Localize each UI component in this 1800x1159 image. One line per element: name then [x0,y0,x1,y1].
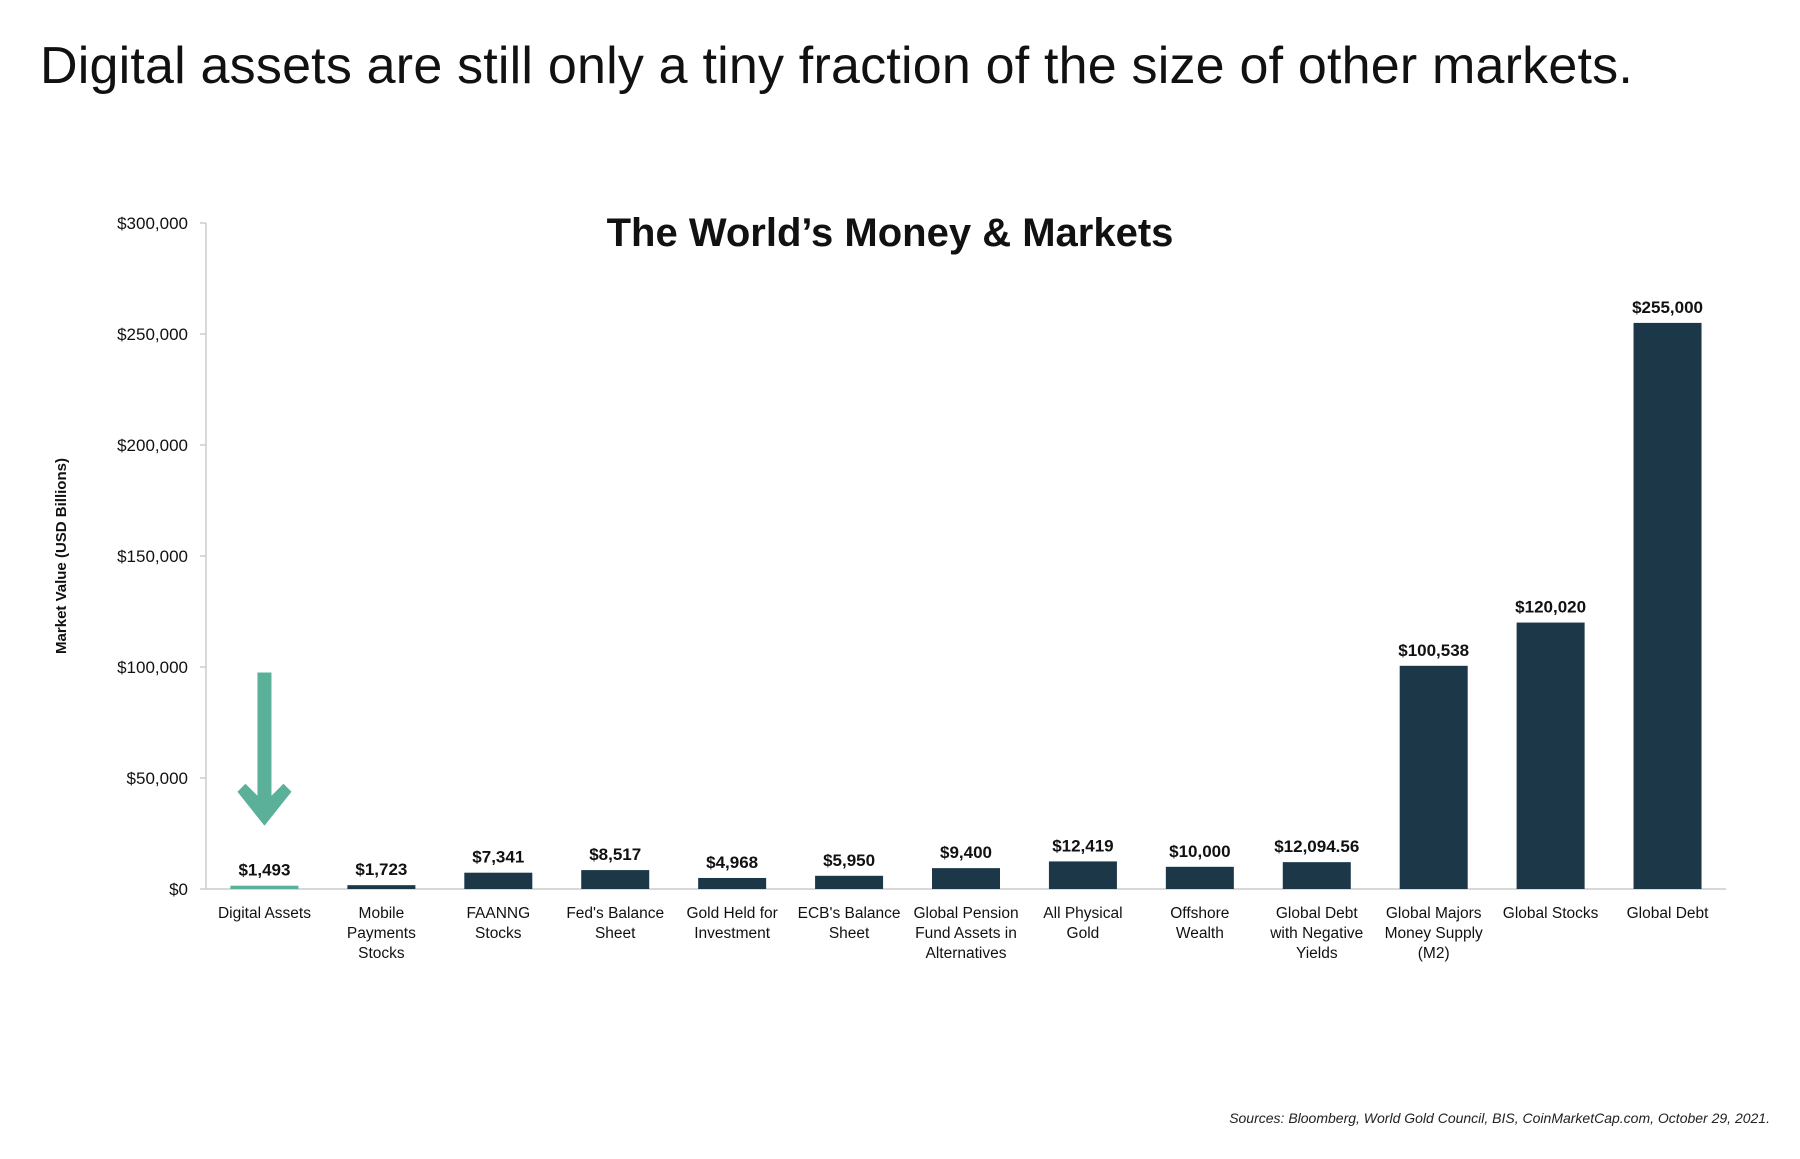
source-note: Sources: Bloomberg, World Gold Council, … [1229,1110,1770,1126]
bar-6 [932,868,1000,889]
category-label-line: ECB's Balance [798,905,901,922]
category-label: Fed's Balance Sheet [566,905,664,942]
category-label: Offshore Wealth [1170,905,1229,942]
bar-0 [230,885,299,889]
category-label-line: Investment [694,925,771,942]
y-tick-label: $150,000 [117,547,188,566]
category-label-line: Payments [347,925,416,942]
bar-value-label: $12,419 [1052,836,1113,855]
category-label-line: with Negative [1269,925,1363,942]
category-label-line: Gold Held for [686,905,777,922]
bar-value-label: $255,000 [1632,298,1703,317]
category-label-line: Sheet [595,925,636,942]
bar-3 [581,870,650,889]
y-axis-label: Market Value (USD Billions) [53,458,70,654]
category-label: Mobile Payments Stocks [347,905,416,962]
bar-8 [1165,866,1234,889]
bar-value-label: $8,517 [589,845,641,864]
bar-10 [1399,665,1468,889]
y-tick-label: $0 [169,880,188,899]
category-label: ECB's Balance Sheet [798,905,901,942]
category-label-line: Offshore [1170,905,1229,922]
y-tick-label: $300,000 [117,214,188,233]
bar-value-label: $1,723 [355,860,407,879]
bar-4 [698,877,767,889]
category-label-line: Wealth [1176,925,1224,942]
bar-11 [1516,622,1585,889]
category-label-line: Gold [1067,925,1100,942]
bar-value-label: $120,020 [1515,598,1586,617]
highlight-arrow-icon [237,672,292,826]
category-label-line: All Physical [1043,905,1122,922]
y-tick-label: $50,000 [127,769,188,788]
bar-value-label: $1,493 [238,861,290,880]
bar-12 [1633,322,1702,889]
category-label-line: Global Majors [1386,905,1482,922]
category-label-line: Fed's Balance [566,905,664,922]
bar-1 [347,885,416,889]
y-tick-label: $200,000 [117,436,188,455]
bar-value-label: $9,400 [940,843,992,862]
category-label: FAANNG Stocks [466,905,530,942]
category-label-line: Yields [1296,945,1338,962]
bar-2 [464,872,533,889]
bar-7 [1048,861,1117,889]
bar-value-label: $12,094.56 [1274,837,1359,856]
category-label: All Physical Gold [1043,905,1122,942]
category-label-line: Digital Assets [218,905,311,922]
category-label: Global Debt with Negative Yields [1269,905,1363,962]
category-label-line: Global Debt [1276,905,1359,922]
y-tick-label: $100,000 [117,658,188,677]
category-label-line: FAANNG [466,905,530,922]
y-tick-label: $250,000 [117,325,188,344]
bar-value-label: $7,341 [472,848,524,867]
category-label-line: Global Debt [1627,905,1710,922]
category-label: Global Pension Fund Assets in Alternatives [913,905,1018,962]
category-label: Digital Assets [218,905,311,922]
category-label-line: Global Pension [913,905,1018,922]
bar-value-label: $10,000 [1169,842,1230,861]
bar-9 [1282,862,1351,889]
category-label-line: Fund Assets in [915,925,1017,942]
category-label-line: Global Stocks [1503,905,1599,922]
category-label-line: Alternatives [926,945,1007,962]
bar-5 [815,875,884,889]
chart-title: The World’s Money & Markets [607,211,1174,255]
category-label-line: Sheet [829,925,870,942]
bar-value-label: $5,950 [823,851,875,870]
category-label: Global Debt [1627,905,1710,922]
bar-value-label: $100,538 [1398,641,1469,660]
category-label-line: (M2) [1418,945,1450,962]
category-label-line: Stocks [475,925,522,942]
category-label: Gold Held for Investment [686,905,777,942]
category-label: Global Majors Money Supply (M2) [1385,905,1483,962]
page-headline: Digital assets are still only a tiny fra… [40,37,1634,95]
category-label-line: Stocks [358,945,405,962]
category-label-line: Mobile [359,905,405,922]
category-label: Global Stocks [1503,905,1599,922]
bar-value-label: $4,968 [706,853,758,872]
category-label-line: Money Supply [1385,925,1483,942]
